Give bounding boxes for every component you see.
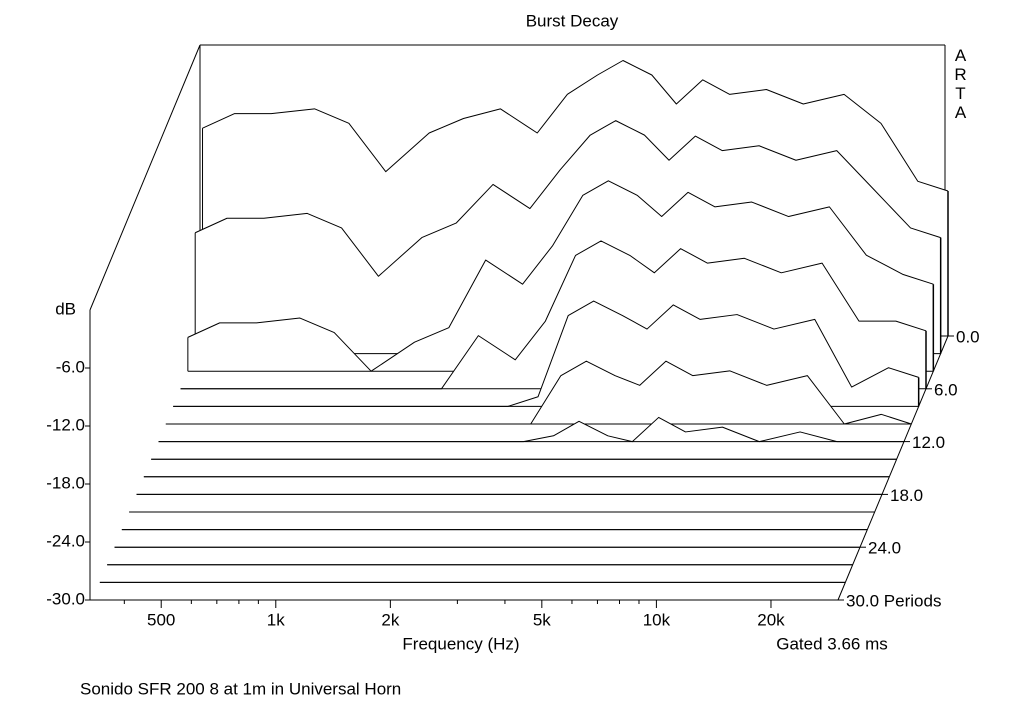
slice-fill [165,361,912,424]
x-axis-label: Frequency (Hz) [402,634,519,653]
axes: -30.0 -24.0 -18.0 -12.0 -6.0 500 1k 2k 5k 10k 20k 0… [46,327,979,629]
x-tick-label: 5k [533,610,551,629]
slice-line [187,180,934,372]
slice-fill [158,417,905,442]
side-wall-top [89,44,201,311]
footnote: Sonido SFR 200 8 at 1m in Universal Horn [80,679,401,698]
y-axis-label: dB [55,299,76,318]
x-tick-label: 2k [381,610,399,629]
slice-line [194,120,941,277]
slice-line [202,60,949,192]
surface [92,60,949,601]
x-tick-label: 20k [757,610,785,629]
z-tick-label: 30.0 Periods [846,591,941,610]
z-tick-label: 0.0 [956,327,980,346]
y-tick-label: -24.0 [46,531,85,550]
brand: ARTA [951,46,970,122]
y-tick-label: -18.0 [46,473,85,492]
z-tick-label: 24.0 [868,539,901,558]
frame [89,44,946,600]
y-tick-label: -6.0 [56,357,85,376]
chart-title: Burst Decay [526,11,619,30]
y-tick-label: -12.0 [46,415,85,434]
x-tick-label: 500 [147,610,175,629]
z-tick-label: 12.0 [912,433,945,452]
z-tick-label: 18.0 [890,486,923,505]
z-tick-label: 6.0 [934,380,958,399]
x-tick-label: 1k [267,610,285,629]
y-tick-label: -30.0 [46,589,85,608]
z-axis [837,335,949,601]
x-tick-label: 10k [643,610,671,629]
gate-note: Gated 3.66 ms [776,634,888,653]
